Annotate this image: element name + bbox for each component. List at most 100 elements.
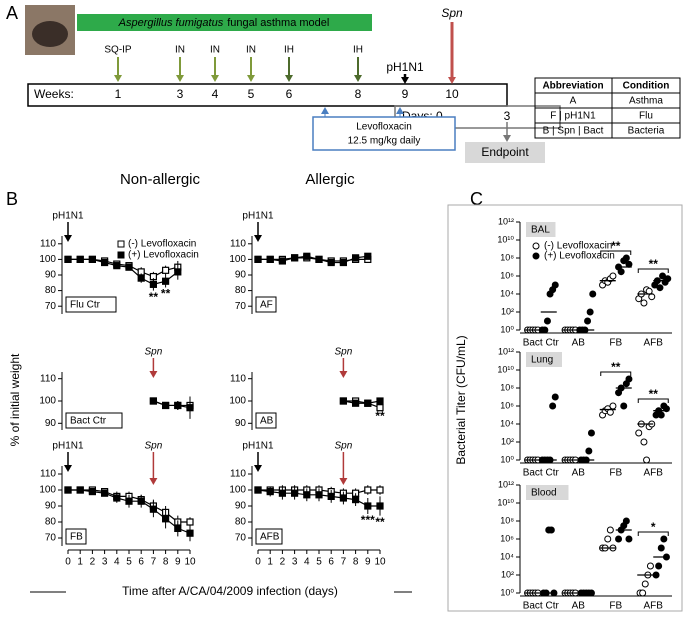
- y-tick-label: 90: [235, 270, 247, 281]
- marker: [149, 397, 157, 405]
- y-tick-label: 110: [230, 373, 246, 384]
- step-label: IN: [175, 45, 185, 56]
- step-label: IN: [246, 45, 256, 56]
- marker: [315, 255, 323, 263]
- marker: [278, 489, 286, 497]
- point: [640, 438, 648, 446]
- y-tick-label: 110: [40, 373, 56, 384]
- marker: [278, 257, 286, 265]
- table-cell: Asthma: [629, 96, 663, 107]
- marker: [303, 252, 311, 260]
- arrow-head: [254, 465, 262, 472]
- point: [549, 402, 557, 410]
- y-axis-label: Bacterial Titer (CFU/mL): [454, 335, 468, 464]
- point: [589, 290, 597, 298]
- day-end: 3: [504, 109, 511, 123]
- panel-label: C: [470, 189, 483, 209]
- point: [625, 375, 633, 383]
- y-tick-label: 10¹⁰: [497, 234, 514, 244]
- week: 1: [115, 87, 122, 101]
- y-tick-label: 90: [45, 501, 57, 512]
- group-label-box: [526, 222, 556, 237]
- drug-text: Levofloxacin: [356, 122, 412, 133]
- significance: **: [649, 387, 659, 401]
- x-tick-label: FB: [609, 601, 622, 612]
- significance: *: [651, 520, 656, 534]
- y-tick-label: 110: [230, 238, 246, 249]
- y-tick-label: 10⁶: [500, 270, 514, 280]
- y-tick-label: 10⁸: [500, 382, 514, 392]
- arrow-head: [211, 75, 219, 82]
- y-tick-label: 10⁴: [500, 288, 514, 298]
- marker: [76, 255, 84, 263]
- arrow-head: [149, 371, 158, 378]
- series-line: [153, 400, 191, 409]
- y-tick-label: 90: [45, 270, 57, 281]
- point: [585, 447, 593, 455]
- marker: [149, 505, 157, 513]
- group-label-box: [526, 352, 562, 367]
- marker: [254, 486, 262, 494]
- significance: **: [611, 360, 621, 374]
- y-axis-label: % of initial weight: [8, 353, 22, 446]
- table-header: Condition: [623, 81, 670, 92]
- arrow-head: [503, 135, 511, 142]
- marker: [327, 492, 335, 500]
- x-tick-label: 1: [77, 557, 83, 568]
- event-label: Spn: [335, 347, 353, 358]
- arrow-head: [448, 77, 456, 84]
- legend-label: (+) Levofloxacin: [128, 250, 199, 261]
- x-axis-label: Time after A/CA/04/2009 infection (days): [122, 584, 338, 598]
- point: [656, 284, 664, 292]
- legend-label: (-) Levofloxacin: [544, 241, 612, 252]
- marker: [113, 262, 121, 270]
- marker: [352, 496, 360, 504]
- marker: [315, 491, 323, 499]
- marker: [352, 399, 360, 407]
- marker: [88, 488, 97, 496]
- panel-frame: [447, 204, 683, 612]
- point: [547, 526, 555, 534]
- y-tick-label: 100: [39, 485, 56, 496]
- group-label-box: [255, 296, 277, 313]
- y-tick-label: 10⁰: [500, 454, 514, 464]
- x-tick-label: 3: [292, 557, 298, 568]
- marker: [125, 497, 133, 505]
- marker: [266, 488, 274, 496]
- x-tick-label: FB: [609, 338, 622, 349]
- x-tick-label: 8: [353, 557, 359, 568]
- marker: [364, 486, 372, 494]
- x-tick-label: Bact Ctr: [523, 468, 560, 479]
- point: [639, 589, 647, 597]
- x-tick-label: AB: [572, 468, 586, 479]
- arrow-head: [149, 478, 158, 485]
- marker: [376, 397, 384, 405]
- marker: [174, 401, 182, 410]
- group-label: Blood: [531, 488, 557, 499]
- marker: [186, 518, 194, 526]
- arrow-head: [285, 75, 293, 82]
- marker: [162, 401, 170, 410]
- y-tick-label: 80: [235, 285, 247, 296]
- marker: [137, 497, 145, 505]
- point: [541, 326, 549, 334]
- marker: [291, 489, 299, 497]
- event-label: Spn: [145, 441, 163, 452]
- x-tick-label: 8: [163, 557, 169, 568]
- x-tick-label: 10: [184, 557, 196, 568]
- bracket: [637, 531, 669, 536]
- y-tick-label: 110: [230, 469, 246, 480]
- point: [609, 402, 617, 410]
- y-tick-label: 10⁰: [500, 587, 514, 597]
- significance: **: [375, 409, 385, 423]
- bracket: [600, 371, 632, 376]
- point: [646, 562, 654, 570]
- series-line: [68, 258, 178, 278]
- x-tick-label: 4: [114, 557, 120, 568]
- series-line: [258, 255, 368, 264]
- x-tick-label: AFB: [644, 601, 664, 612]
- event-label: Spn: [145, 347, 163, 358]
- table-cell: Bacteria: [628, 126, 665, 137]
- y-tick-label: 110: [40, 469, 56, 480]
- point: [551, 393, 559, 401]
